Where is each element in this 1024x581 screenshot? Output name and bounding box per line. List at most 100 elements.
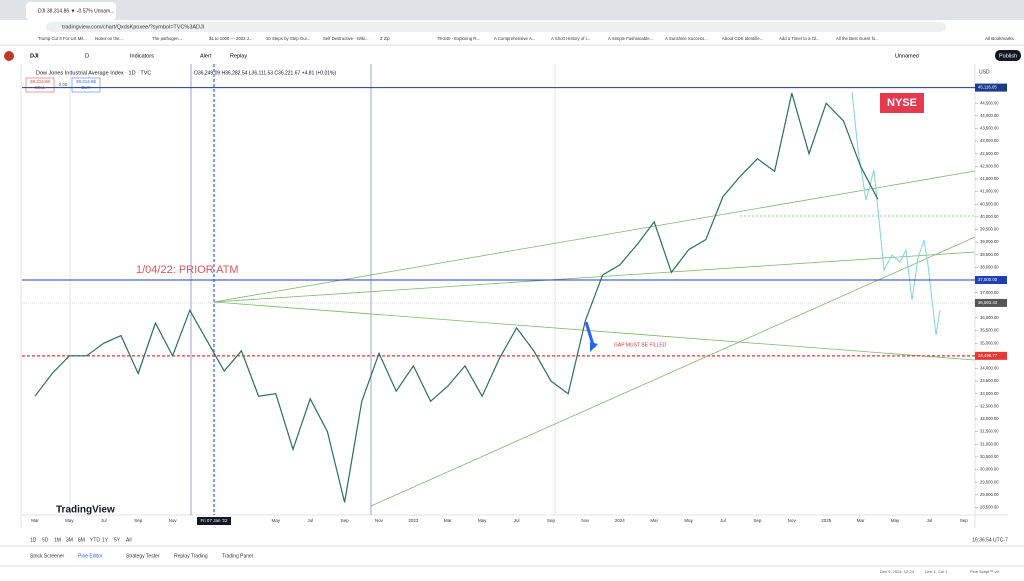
bookmark[interactable]: $1 to 1000 — 2023 J... <box>209 36 252 41</box>
range-button[interactable]: 1M <box>54 537 61 543</box>
x-tick-label: Sep <box>960 518 969 523</box>
bookmark[interactable]: The pathogen... <box>152 36 182 41</box>
range-button[interactable]: 1Y <box>102 537 109 543</box>
y-tick-label: 37,000.00 <box>980 290 999 295</box>
bookmark[interactable]: 78-340 - Exploring R... <box>437 36 480 41</box>
y-tick-label: 40,000.00 <box>980 214 999 219</box>
bottom-tab[interactable]: Replay Trading <box>174 553 208 559</box>
y-tick-label: 34,000.00 <box>980 366 999 371</box>
x-tick-label: Nov <box>169 518 178 523</box>
x-tick-label: Fri 07 Jan '22 <box>200 518 228 523</box>
y-tick-label: 39,000.00 <box>980 239 999 244</box>
x-tick-label: Mar <box>650 518 658 523</box>
x-tick-label: May <box>478 518 487 523</box>
y-tick-label: 41,000.00 <box>980 189 999 194</box>
y-tick-label: 44,500.00 <box>980 100 999 105</box>
crosshair-date-tag <box>197 517 231 525</box>
trendline <box>213 301 976 361</box>
x-tick-label: Sep <box>134 518 143 523</box>
spread: 0.00 <box>59 82 68 87</box>
left-toolbar <box>0 64 20 524</box>
bookmark[interactable]: A Comprehensive A... <box>494 36 535 41</box>
y-tick-label: 41,500.00 <box>980 176 999 181</box>
symbol[interactable]: DJI <box>30 53 39 59</box>
x-tick-label: Jul <box>720 518 726 523</box>
y-tick-label: 38,000.00 <box>980 265 999 270</box>
x-tick-label: Nov <box>581 518 590 523</box>
currency: USD <box>979 69 990 75</box>
buy-price: 38,314.86 <box>76 79 97 84</box>
layout-name[interactable]: Unnamed <box>895 53 919 59</box>
y-tick-label: 33,500.00 <box>980 378 999 383</box>
range-button[interactable]: 5Y <box>114 537 121 543</box>
x-tick-label: Sep <box>341 518 350 523</box>
y-tick-label: 44,000.00 <box>980 113 999 118</box>
y-tick-label: 30,000.00 <box>980 467 999 472</box>
sell-button[interactable] <box>25 77 55 93</box>
chart-title: Dow Jones Industrial Average Index · 1D … <box>36 70 151 76</box>
price-label: 37,500.00 <box>978 277 998 282</box>
bookmark[interactable]: Add a Timer to a Gl... <box>779 36 820 41</box>
x-tick-label: May <box>65 518 74 523</box>
y-tick-label: 40,500.00 <box>980 201 999 206</box>
publish-button[interactable] <box>995 50 1021 61</box>
tab-title: DJI 38,314.86 ▼ -0.57% Unnam... <box>38 8 114 14</box>
annotation: GAP MUST BE FILLED <box>614 342 667 348</box>
y-tick-label: 29,500.00 <box>980 479 999 484</box>
status-item: Line 1, Col 1 <box>925 569 948 574</box>
trendline <box>213 170 976 303</box>
trendlines <box>213 170 976 507</box>
range-button[interactable]: 3M <box>66 537 73 543</box>
y-tick-label: 28,500.00 <box>980 505 999 510</box>
bookmark[interactable]: 10 Steps by Step Gui... <box>266 36 310 41</box>
y-tick-label: 39,500.00 <box>980 227 999 232</box>
avatar[interactable] <box>4 51 14 61</box>
y-tick-label: 33,000.00 <box>980 391 999 396</box>
x-tick-label: May <box>891 518 900 523</box>
bookmark[interactable]: A Simple Fashionable... <box>608 36 653 41</box>
replay[interactable]: Replay <box>230 53 247 59</box>
y-tick-label: 42,500.00 <box>980 151 999 156</box>
y-tick-label: 31,000.00 <box>980 441 999 446</box>
bookmark[interactable]: About CDS Identifie... <box>722 36 763 41</box>
tab[interactable] <box>26 2 116 20</box>
bookmark[interactable]: Notes on the... <box>95 36 123 41</box>
y-tick-label: 31,500.00 <box>980 429 999 434</box>
all-bookmarks[interactable]: All Bookmarks <box>985 36 1015 41</box>
range-button[interactable]: 5D <box>42 537 49 543</box>
bookmark[interactable]: Self Destructive - Wiki... <box>323 36 369 41</box>
tv-toolbar <box>0 46 1024 64</box>
y-tick-label: 35,500.00 <box>980 328 999 333</box>
right-sidebar <box>1008 64 1024 524</box>
range-button[interactable]: 1D <box>30 537 37 543</box>
price-tag <box>975 276 1007 285</box>
bookmark[interactable]: All the Best Guest fo... <box>836 36 879 41</box>
y-tick-label: 30,500.00 <box>980 454 999 459</box>
alert[interactable]: Alert <box>200 53 212 59</box>
bookmark[interactable]: Z Zip <box>380 36 390 41</box>
buy-button[interactable] <box>71 77 101 93</box>
range-button[interactable]: YTD <box>90 537 100 543</box>
range-button[interactable]: 6M <box>78 537 85 543</box>
range-button[interactable]: All <box>126 537 132 543</box>
status-item: Dec 9, 2024, 12:24 <box>880 569 915 574</box>
bottom-tab[interactable]: Strategy Tester <box>126 553 160 559</box>
y-tick-label: 32,500.00 <box>980 403 999 408</box>
y-tick-label: 36,000.00 <box>980 315 999 320</box>
indicators[interactable]: Indicators <box>130 53 154 59</box>
address-bar[interactable] <box>46 22 946 32</box>
price-tag <box>975 83 1007 92</box>
bookmark[interactable]: A Sunshine Success... <box>665 36 708 41</box>
x-tick-label: Nov <box>375 518 384 523</box>
bottom-tab[interactable]: Trading Panel <box>222 553 253 559</box>
ohlc: O36,249.09 H36,282.54 L36,111.53 C36,221… <box>194 70 336 76</box>
bottom-tab[interactable]: Pine Editor <box>78 553 103 559</box>
x-tick-label: Mar <box>857 518 865 523</box>
bottom-tab[interactable]: Stock Screener <box>30 553 65 559</box>
bookmark[interactable]: Trump Cut It For US Mil... <box>38 36 87 41</box>
bookmark[interactable]: A Short History of t... <box>551 36 590 41</box>
interval[interactable]: D <box>85 53 89 59</box>
tab-strip <box>0 0 1024 20</box>
sell-price: 38,314.86 <box>30 79 51 84</box>
